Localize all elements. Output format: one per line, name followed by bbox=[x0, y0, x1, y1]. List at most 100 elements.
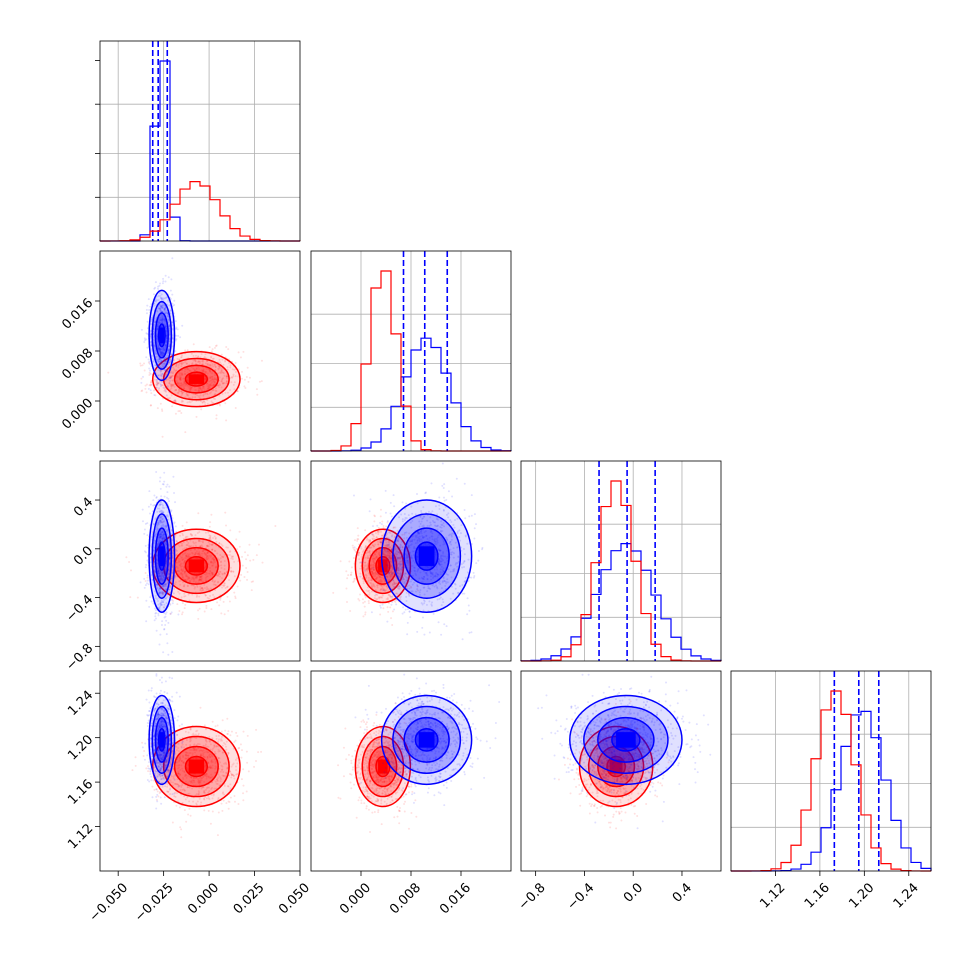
sample-point bbox=[189, 386, 192, 389]
sample-point bbox=[182, 391, 185, 394]
sample-point bbox=[220, 371, 223, 374]
sample-point bbox=[197, 356, 200, 359]
sample-point bbox=[162, 347, 165, 350]
sample-point bbox=[192, 580, 195, 583]
sample-point bbox=[183, 559, 186, 562]
sample-point bbox=[160, 536, 163, 539]
sample-point bbox=[181, 570, 184, 573]
sample-point bbox=[163, 616, 166, 619]
sample-point bbox=[158, 307, 161, 310]
sample-point bbox=[349, 609, 352, 612]
sample-point bbox=[176, 391, 179, 394]
sample-point bbox=[176, 553, 179, 556]
sample-point bbox=[203, 400, 206, 403]
sample-point bbox=[220, 612, 223, 615]
sample-point bbox=[186, 555, 189, 558]
sample-point bbox=[367, 602, 370, 605]
sample-point bbox=[219, 598, 222, 601]
sample-point bbox=[214, 344, 217, 347]
sample-point bbox=[160, 369, 163, 372]
sample-point bbox=[206, 551, 209, 554]
sample-point bbox=[181, 524, 184, 527]
sample-point bbox=[202, 394, 205, 397]
sample-point bbox=[181, 399, 184, 402]
sample-point bbox=[161, 352, 164, 355]
sample-point bbox=[171, 384, 174, 387]
sample-point bbox=[157, 322, 160, 325]
sample-point bbox=[255, 554, 258, 557]
sample-point bbox=[170, 278, 173, 281]
sample-point bbox=[156, 335, 159, 338]
sample-point bbox=[181, 384, 184, 387]
sample-point bbox=[150, 379, 153, 382]
sample-point bbox=[373, 515, 376, 518]
sample-point bbox=[168, 382, 171, 385]
sample-point bbox=[159, 592, 162, 595]
sample-point bbox=[156, 324, 159, 327]
sample-point bbox=[195, 367, 198, 370]
sample-point bbox=[186, 371, 189, 374]
sample-point bbox=[194, 548, 197, 551]
sample-point bbox=[153, 569, 156, 572]
sample-point bbox=[205, 556, 208, 559]
sample-point bbox=[161, 318, 164, 321]
sample-point bbox=[205, 604, 208, 607]
sample-point bbox=[206, 360, 209, 363]
sample-point bbox=[209, 363, 212, 366]
sample-point bbox=[181, 372, 184, 375]
sample-point bbox=[161, 521, 164, 524]
sample-point bbox=[219, 553, 222, 556]
sample-point bbox=[369, 498, 372, 501]
sample-point bbox=[225, 374, 228, 377]
sample-point bbox=[162, 537, 165, 540]
sample-point bbox=[389, 606, 392, 609]
sample-point bbox=[155, 382, 158, 385]
sample-point bbox=[168, 397, 171, 400]
sample-point bbox=[168, 377, 171, 380]
sample-point bbox=[181, 532, 184, 535]
sample-point bbox=[153, 393, 156, 396]
sample-point bbox=[197, 389, 200, 392]
sample-point bbox=[146, 559, 149, 562]
sample-point bbox=[158, 608, 161, 611]
sample-point bbox=[157, 325, 160, 328]
sample-point bbox=[403, 611, 406, 614]
sample-point bbox=[204, 370, 207, 373]
sample-point bbox=[198, 553, 201, 556]
sample-point bbox=[208, 346, 211, 349]
sample-point bbox=[225, 546, 228, 549]
histogram-blue bbox=[100, 60, 300, 242]
sample-point bbox=[214, 584, 217, 587]
sample-point bbox=[206, 551, 209, 554]
sample-point bbox=[232, 375, 235, 378]
sample-point bbox=[161, 317, 164, 320]
sample-point bbox=[206, 384, 209, 387]
sample-point bbox=[379, 521, 382, 524]
sample-point bbox=[168, 380, 171, 383]
sample-point bbox=[185, 555, 188, 558]
sample-point bbox=[207, 541, 210, 544]
sample-point bbox=[180, 390, 183, 393]
sample-point bbox=[166, 311, 169, 314]
sample-point bbox=[156, 384, 159, 387]
sample-point bbox=[332, 591, 335, 594]
sample-point bbox=[211, 572, 214, 575]
sample-point bbox=[211, 579, 214, 582]
sample-point bbox=[158, 348, 161, 351]
sample-point bbox=[179, 583, 182, 586]
sample-point bbox=[347, 574, 350, 577]
sample-point bbox=[197, 355, 200, 358]
sample-point bbox=[159, 318, 162, 321]
sample-point bbox=[159, 385, 162, 388]
sample-point bbox=[213, 376, 216, 379]
sample-point bbox=[230, 376, 233, 379]
sample-point bbox=[168, 557, 171, 560]
sample-point bbox=[346, 601, 349, 604]
sample-point bbox=[159, 373, 162, 376]
sample-point bbox=[220, 380, 223, 383]
sample-point bbox=[184, 574, 187, 577]
sample-point bbox=[198, 554, 201, 557]
sample-point bbox=[136, 596, 139, 599]
sample-point bbox=[203, 377, 206, 380]
sample-point bbox=[186, 584, 189, 587]
